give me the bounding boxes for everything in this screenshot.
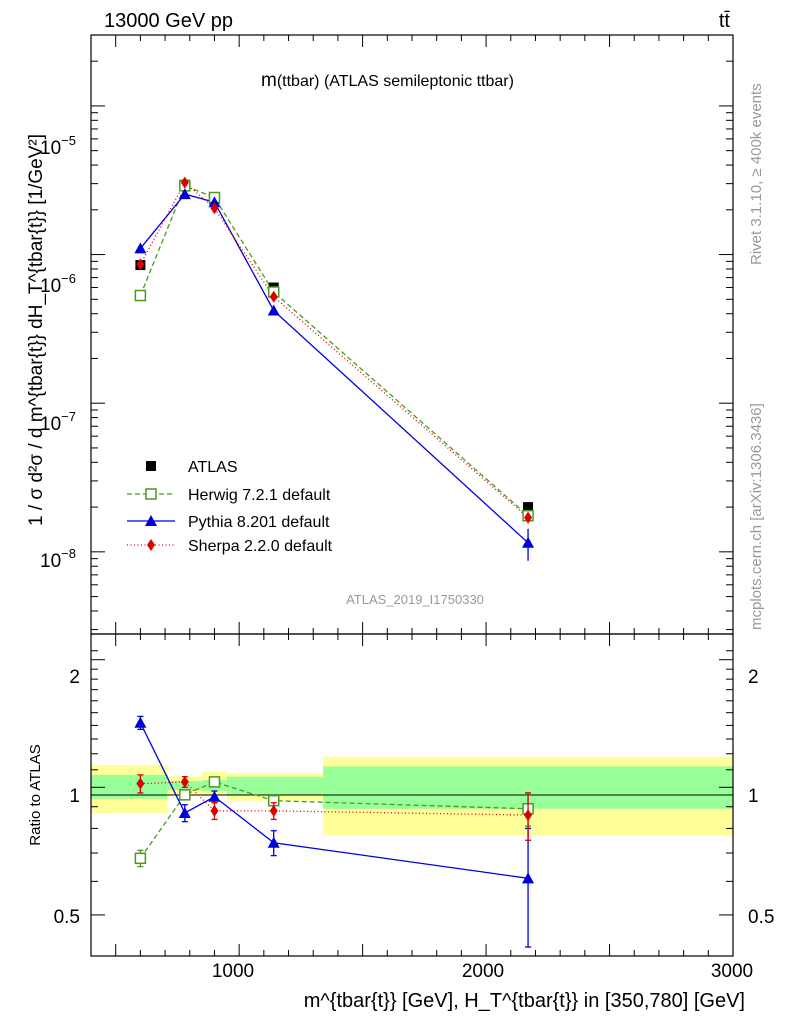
ratio-y-tick-label-0.5: 0.5 <box>54 907 80 928</box>
ratio-point-herwig <box>208 776 221 788</box>
ratio-point-herwig <box>134 852 147 865</box>
legend-marker-sherpa <box>147 539 155 551</box>
main-point-herwig <box>134 289 147 302</box>
y-tick-label-1e-8: 10−8 <box>40 546 76 572</box>
ratio-band-stat-3 <box>226 776 324 795</box>
ratio-point-sherpa <box>269 804 278 817</box>
y-tick-label-1e-7: 10−7 <box>40 409 76 435</box>
ratio-point-sherpa <box>136 777 145 790</box>
ratio-point-pythia <box>134 716 147 728</box>
ratio-line-herwig <box>139 781 529 859</box>
legend-marker-pythia <box>145 515 157 526</box>
header-process-label: tt̄ <box>719 10 731 32</box>
ratio-series-layer <box>134 715 535 948</box>
ratio-y-tick-label-2: 2 <box>69 667 80 688</box>
ratio-point-sherpa <box>524 809 533 822</box>
ratio-point-sherpa <box>180 775 189 788</box>
ratio-point-pythia <box>208 790 221 802</box>
main-y-tick-labels: 10−5 10−6 10−7 10−8 <box>40 133 76 572</box>
ratio-band-stat-0 <box>91 774 168 799</box>
axis-ticks <box>91 35 734 956</box>
x-axis-label: m^{tbar{t}} [GeV], H_T^{tbar{t}} in [350… <box>304 990 745 1012</box>
ratio-y-tick-label-right-1: 1 <box>748 786 759 807</box>
main-point-pythia <box>178 188 191 200</box>
main-y-axis-label: 1 / σ d²σ / d m^{tbar{t}} dH_T^{tbar{t}}… <box>26 134 47 526</box>
legend: ATLAS Herwig 7.2.1 default Pythia 8.201 … <box>127 459 333 555</box>
legend-marker-herwig <box>145 488 157 500</box>
legend-label-herwig: Herwig 7.2.1 default <box>188 487 331 504</box>
ratio-point-pythia <box>522 872 535 884</box>
ratio-y-tick-label-1: 1 <box>69 786 80 807</box>
main-point-sherpa <box>180 176 189 189</box>
y-tick-label-1e-5: 10−5 <box>40 133 76 159</box>
main-point-sherpa <box>269 290 278 303</box>
ratio-point-pythia <box>267 836 280 848</box>
ratio-y-tick-label-right-2: 2 <box>748 667 759 688</box>
main-point-sherpa <box>210 202 219 215</box>
main-point-pythia <box>208 196 221 208</box>
x-tick-label-3000: 3000 <box>711 961 753 982</box>
ratio-y-tick-label-right-0.5: 0.5 <box>748 907 774 928</box>
legend-marker-atlas <box>146 461 156 471</box>
plot-title-sub: (ttbar) (ATLAS semileptonic ttbar) <box>277 73 514 90</box>
main-point-atlas <box>523 502 534 513</box>
ratio-point-herwig <box>179 789 191 801</box>
legend-label-pythia: Pythia 8.201 default <box>188 514 330 531</box>
plot-title: m(ttbar) (ATLAS semileptonic ttbar) <box>261 70 514 91</box>
x-tick-labels: 1000 2000 3000 <box>212 961 753 982</box>
main-series-layer <box>134 176 535 561</box>
ratio-point-pythia <box>178 806 191 818</box>
main-point-sherpa <box>524 511 533 524</box>
main-point-pythia <box>267 304 280 316</box>
plot-title-main: m <box>261 70 277 91</box>
x-tick-label-2000: 2000 <box>462 961 504 982</box>
legend-label-atlas: ATLAS <box>188 459 238 476</box>
mcplots-reference-text: mcplots.cern.ch [arXiv:1306.3436] <box>748 403 765 630</box>
analysis-watermark: ATLAS_2019_I1750330 <box>346 592 484 607</box>
main-point-pythia <box>522 536 535 548</box>
y-tick-label-1e-6: 10−6 <box>40 271 76 297</box>
rivet-version-text: Rivet 3.1.10, ≥ 400k events <box>748 83 765 265</box>
main-point-sherpa <box>136 258 145 271</box>
ratio-point-sherpa <box>210 804 219 817</box>
x-tick-label-1000: 1000 <box>212 961 254 982</box>
main-point-pythia <box>134 242 147 254</box>
ratio-y-axis-label: Ratio to ATLAS <box>27 744 44 845</box>
header-collision-label: 13000 GeV pp <box>104 10 233 32</box>
ratio-y-tick-labels: 2 1 0.5 2 1 0.5 <box>54 667 775 928</box>
legend-label-sherpa: Sherpa 2.2.0 default <box>188 538 333 555</box>
